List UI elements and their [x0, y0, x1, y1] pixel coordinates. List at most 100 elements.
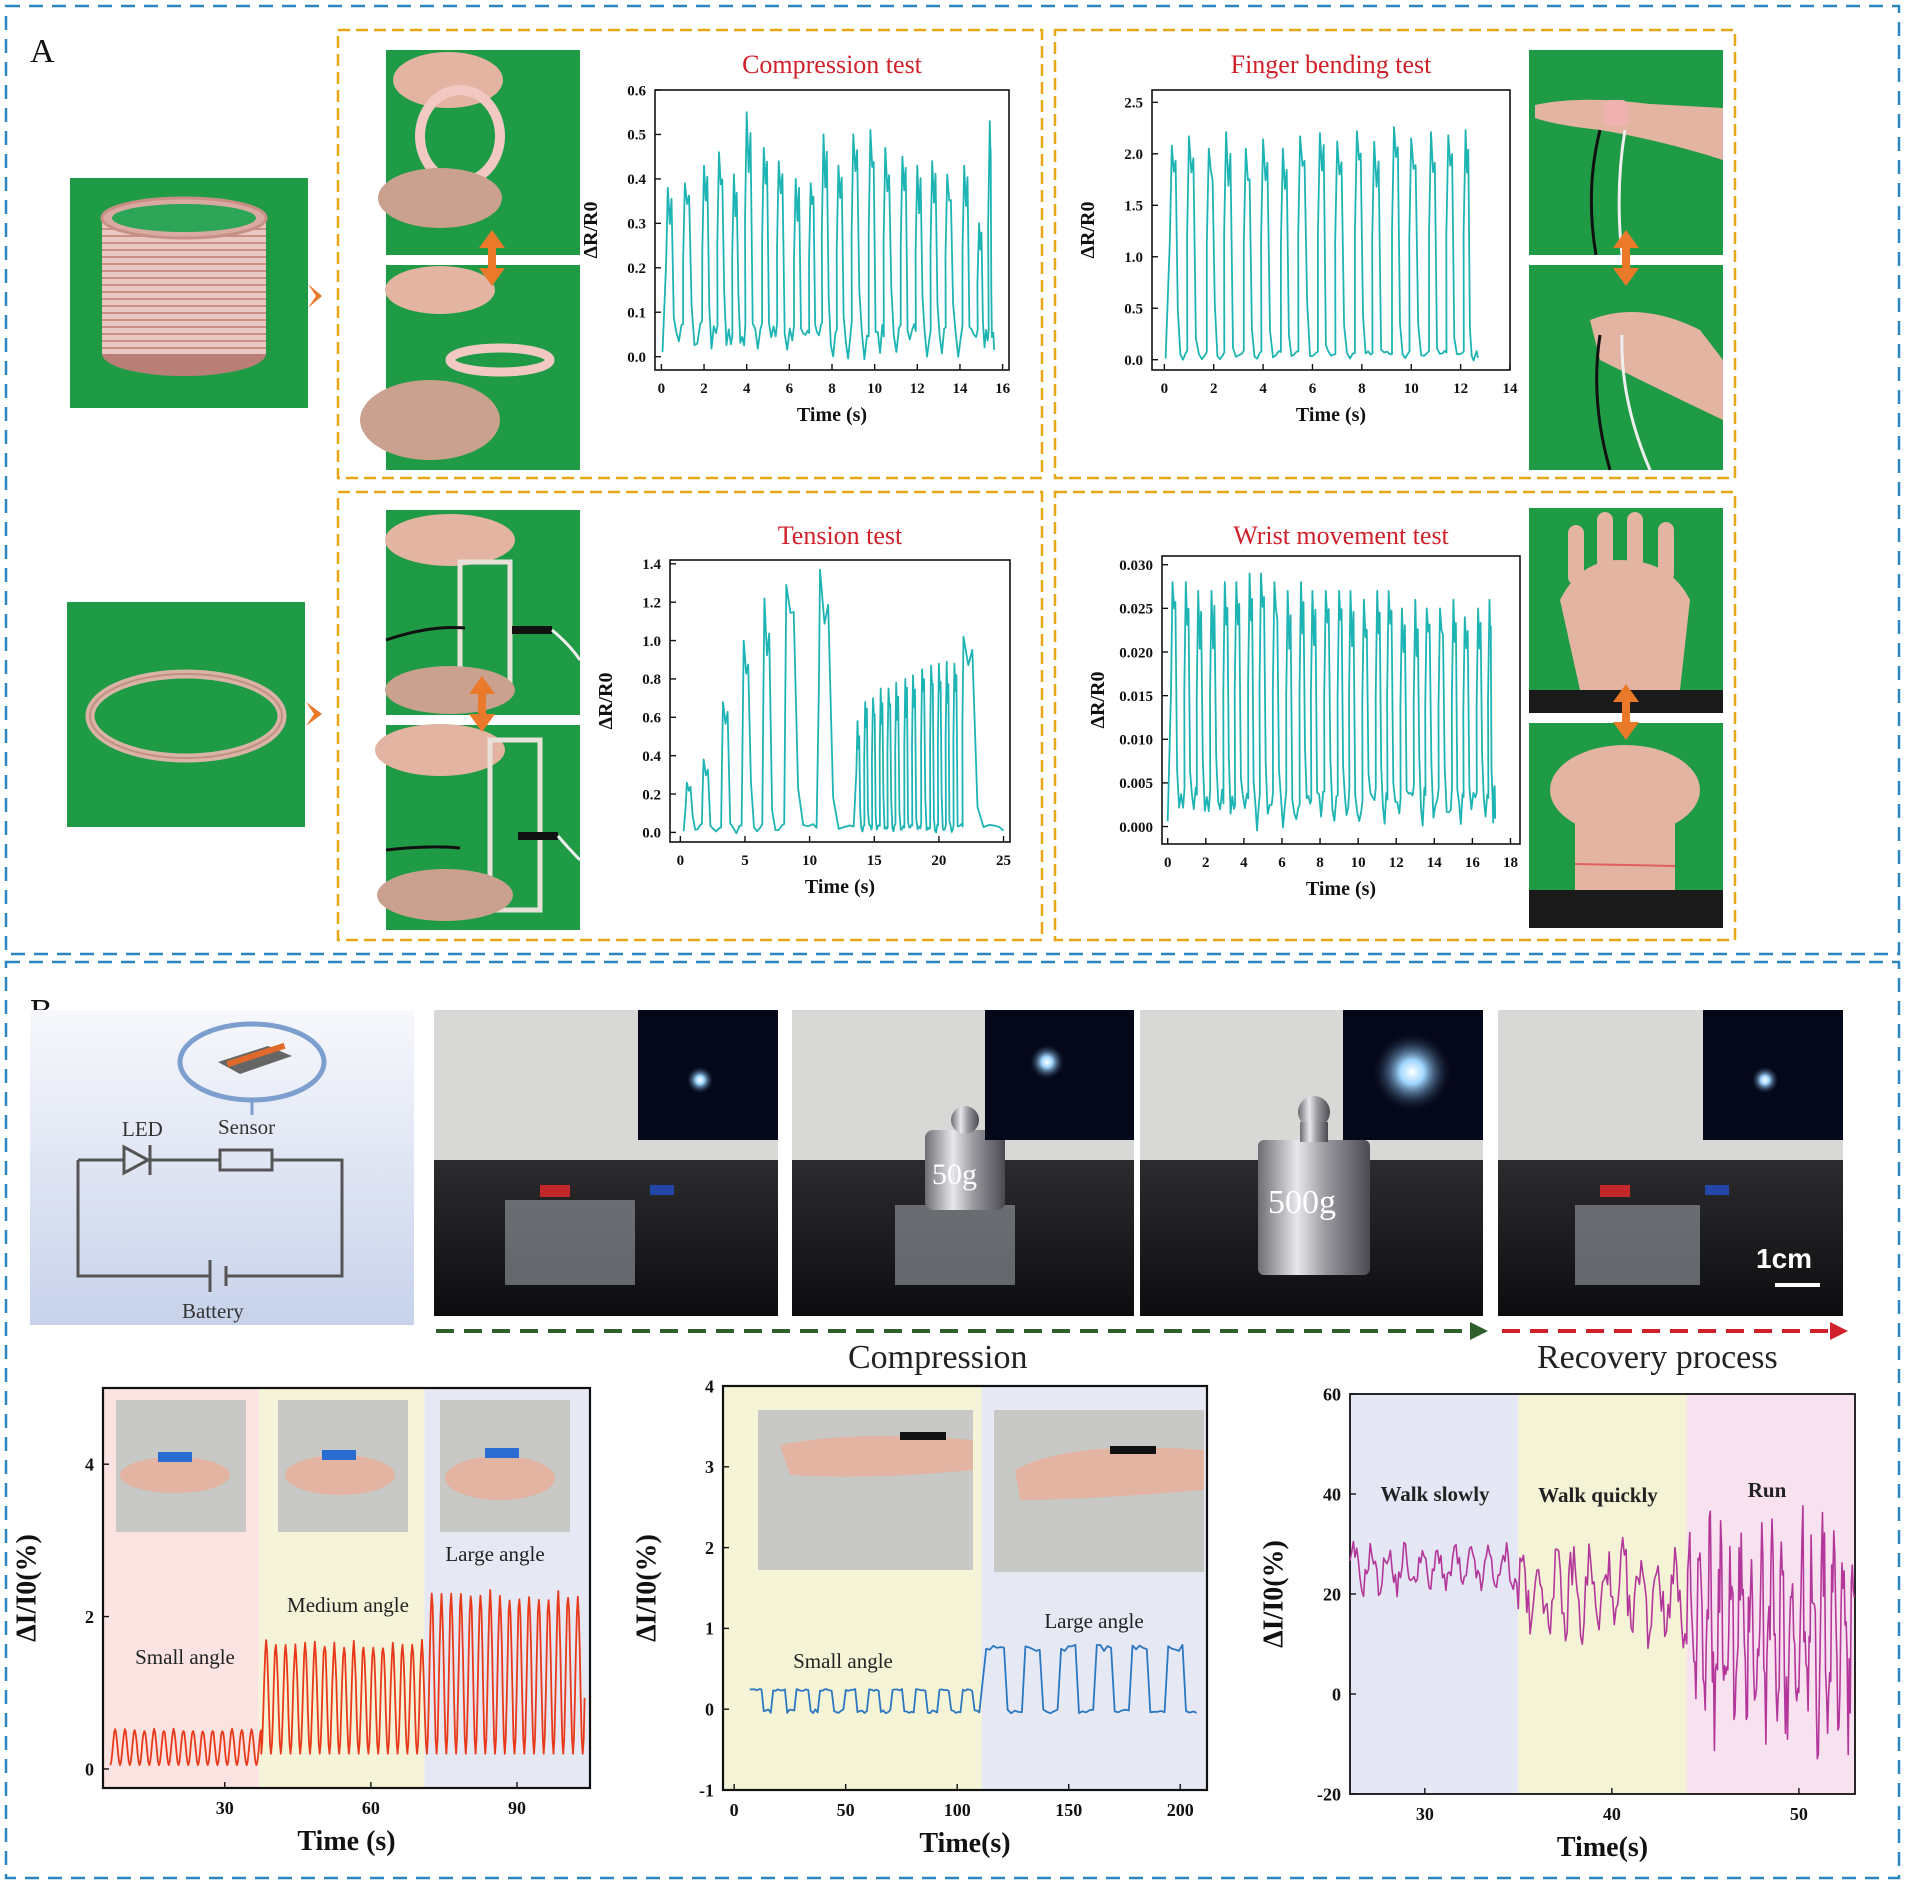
- arrow-right-icon: [1470, 1322, 1488, 1340]
- y-tick-label: 0.025: [1119, 602, 1153, 618]
- x-tick-label: 14: [1503, 381, 1519, 397]
- led-icon: [122, 1144, 152, 1176]
- series-line: [1164, 126, 1479, 362]
- y-tick-label: 0.000: [1119, 820, 1153, 836]
- plot-frame: [669, 559, 1011, 843]
- circuit-led-label: LED: [122, 1117, 163, 1141]
- led-photo-500g: 500g: [1140, 1010, 1483, 1316]
- y-tick-label: 2: [705, 1538, 714, 1558]
- x-tick-label: 30: [216, 1798, 234, 1818]
- x-tick-label: 15: [867, 853, 882, 869]
- y-tick-label: 0.6: [642, 711, 661, 727]
- y-tick-label: 0.6: [627, 83, 646, 99]
- y-tick-label: 0: [85, 1759, 94, 1779]
- x-tick-label: 14: [952, 381, 968, 397]
- x-axis-label: Time (s): [805, 876, 875, 898]
- chevron-right-icon: [306, 702, 322, 726]
- inset-finger-small-angle: [116, 1400, 246, 1532]
- finger-bending-photo-top: [1529, 50, 1723, 256]
- box-wrist-movement: [1053, 490, 1737, 942]
- y-tick-label: 4: [85, 1454, 94, 1474]
- x-tick-label: 100: [944, 1800, 971, 1820]
- x-tick-label: 4: [1259, 381, 1267, 397]
- chart-wrist: 0 2 4 6 8 10 12 14 16 18 0.000 0.005 0.010 0.015 0.020…: [1087, 521, 1521, 900]
- circuit-diagram: LED Sensor Battery: [30, 1010, 414, 1325]
- x-axis-label: Time (s): [1296, 404, 1366, 426]
- scale-bar-label: 1cm: [1756, 1243, 1812, 1274]
- y-tick-label: 0.4: [627, 172, 646, 188]
- plot-frame: [101, 1386, 592, 1790]
- x-tick-label: 0: [677, 853, 685, 869]
- x-tick-label: 25: [996, 853, 1011, 869]
- x-tick-label: 200: [1167, 1800, 1194, 1820]
- y-axis-label: ΔR/R0: [1077, 202, 1099, 259]
- x-tick-label: 20: [931, 853, 946, 869]
- chart-title: Finger bending test: [1231, 50, 1433, 79]
- series-line: [1166, 572, 1497, 832]
- chart-walk_run: 30 40 50 -20 0 20 40 60 Time(s) ΔI/I0(%) Walk slow…: [1258, 1384, 1856, 1863]
- inset-finger-medium-angle: [278, 1400, 408, 1532]
- y-tick-label: 0.0: [627, 350, 646, 366]
- band-label: Small angle: [793, 1649, 893, 1673]
- x-tick-label: 12: [1453, 381, 1468, 397]
- panel-a-label: A: [30, 33, 55, 70]
- y-tick-label: 1.2: [642, 595, 661, 611]
- wrist-photo-open-hand: [1529, 508, 1723, 713]
- compression-photo-bottom: [360, 265, 580, 470]
- box-compression: [336, 28, 1044, 480]
- x-tick-label: 0: [1164, 855, 1172, 871]
- weight-50g-label: 50g: [932, 1158, 977, 1191]
- x-tick-label: 16: [995, 381, 1011, 397]
- finger-bending-photo-bottom: [1529, 265, 1723, 471]
- y-axis-label: ΔI/I0(%): [11, 1534, 42, 1642]
- inset-finger-large-angle: [440, 1400, 570, 1532]
- y-axis-label: ΔR/R0: [1087, 672, 1109, 729]
- x-tick-label: 150: [1055, 1800, 1082, 1820]
- box-finger-bending: [1053, 28, 1737, 480]
- compression-process-label: Compression: [848, 1339, 1027, 1376]
- x-tick-label: 2: [1210, 381, 1218, 397]
- y-tick-label: 1.0: [1124, 250, 1143, 266]
- sensor-resistor-icon: [218, 1148, 274, 1172]
- x-tick-label: 2: [700, 381, 708, 397]
- x-axis-label: Time (s): [1306, 878, 1376, 900]
- x-tick-label: 90: [508, 1798, 526, 1818]
- x-tick-label: 50: [1790, 1804, 1808, 1824]
- chart-finger: 0 2 4 6 8 10 12 14 0.0 0.5 1.0 1.5 2.0 2.5 Time (s) ΔR/…: [1077, 50, 1518, 426]
- x-tick-label: 10: [1404, 381, 1419, 397]
- x-axis-label: Time (s): [797, 404, 867, 426]
- wrist-photo-fist: [1529, 723, 1723, 928]
- x-tick-label: 0: [658, 381, 666, 397]
- y-tick-label: 0.5: [627, 128, 646, 144]
- panel-b-frame: [4, 960, 1901, 1880]
- band-label: Run: [1748, 1478, 1787, 1502]
- panel-a-frame: [4, 4, 1901, 956]
- compression-photo-top: [378, 50, 580, 255]
- inset-wrist-small-angle: [758, 1410, 973, 1570]
- series-line: [661, 111, 995, 361]
- x-tick-label: 6: [786, 381, 794, 397]
- y-tick-label: 0.1: [627, 305, 646, 321]
- x-tick-label: 4: [1240, 855, 1248, 871]
- double-arrow-icon: [469, 676, 495, 732]
- x-tick-label: 12: [1389, 855, 1404, 871]
- plot-frame: [1161, 555, 1521, 845]
- band-0: [1350, 1394, 1519, 1794]
- x-axis-label: Time (s): [297, 1826, 395, 1857]
- inset-wrist-large-angle: [994, 1410, 1204, 1572]
- y-tick-label: 0: [1332, 1684, 1341, 1704]
- series-line: [1349, 1505, 1856, 1760]
- chart-title: Compression test: [742, 50, 923, 79]
- led-photo-recovery: 1cm: [1498, 1010, 1843, 1316]
- y-tick-label: 0.2: [642, 787, 661, 803]
- x-tick-label: 8: [828, 381, 836, 397]
- y-tick-label: 0.8: [642, 672, 661, 688]
- y-tick-label: 0.4: [642, 749, 661, 765]
- plot-frame: [1151, 89, 1511, 371]
- chart-tension: 0 5 10 15 20 25 0.0 0.2 0.4 0.6 0.8 1.0 1.2 1.4 Time (…: [595, 521, 1011, 898]
- band-label: Small angle: [135, 1645, 235, 1669]
- band-label: Large angle: [1044, 1609, 1143, 1633]
- y-tick-label: 0.0: [642, 826, 661, 842]
- x-tick-label: 8: [1316, 855, 1324, 871]
